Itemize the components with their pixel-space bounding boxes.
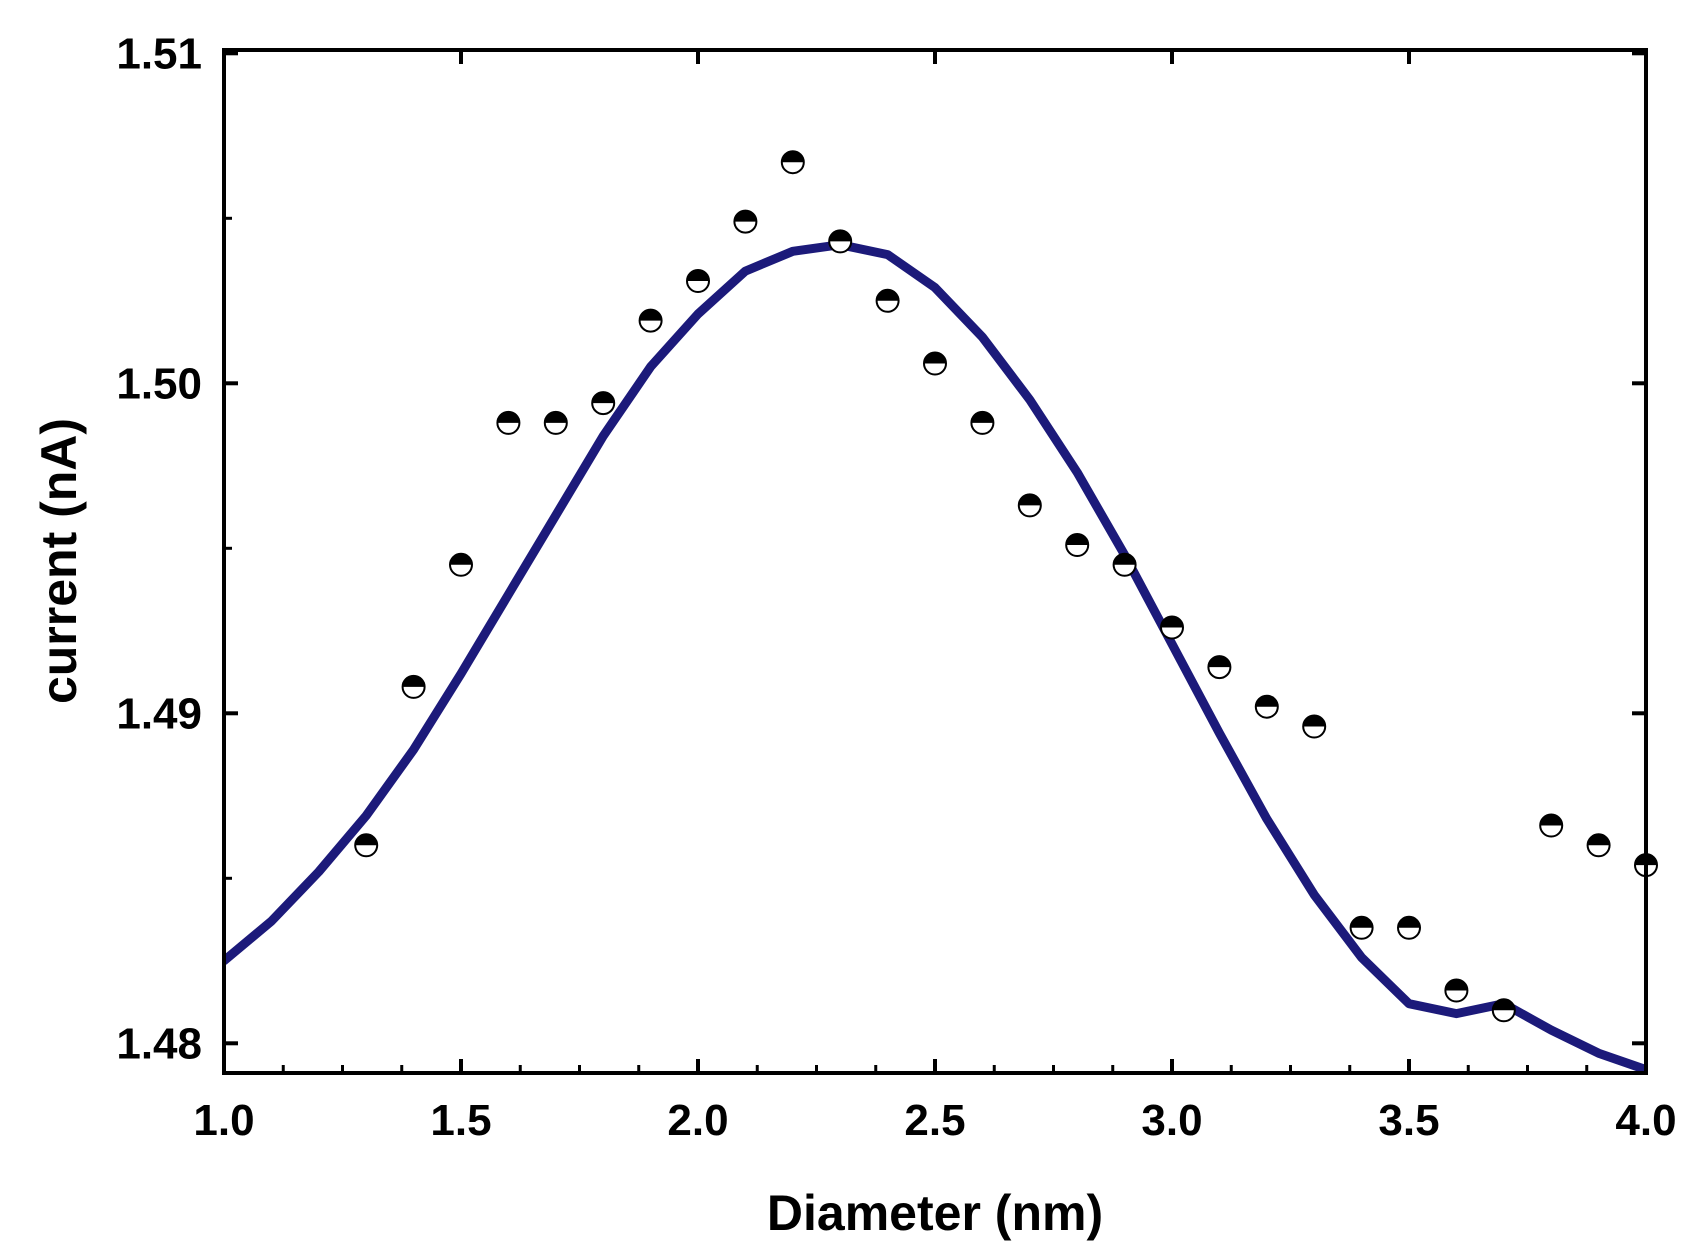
data-point xyxy=(1160,615,1184,640)
data-point xyxy=(1254,694,1279,719)
data-point xyxy=(1349,915,1374,940)
data-point xyxy=(875,288,900,313)
fit-curve xyxy=(224,240,1646,1073)
data-point xyxy=(970,410,995,435)
data-point xyxy=(1491,998,1516,1023)
data-point xyxy=(733,209,758,234)
plot-frame xyxy=(222,48,1648,1075)
data-point xyxy=(1444,978,1469,1003)
y-tick-label: 1.51 xyxy=(116,29,202,78)
x-tick-label: 1.5 xyxy=(430,1096,491,1145)
data-point xyxy=(1302,714,1327,739)
data-point xyxy=(401,674,426,699)
data-point xyxy=(1207,655,1232,680)
data-point xyxy=(449,552,473,577)
data-point xyxy=(1017,493,1042,518)
y-tick-label: 1.48 xyxy=(116,1019,202,1068)
data-point xyxy=(1112,552,1137,577)
data-point xyxy=(543,410,568,435)
data-point xyxy=(1586,833,1611,858)
data-point xyxy=(923,351,947,376)
y-tick-label: 1.49 xyxy=(116,689,202,738)
y-tick-label: 1.50 xyxy=(116,359,202,408)
x-tick-label: 4.0 xyxy=(1615,1096,1676,1145)
data-point xyxy=(1539,813,1564,838)
data-point xyxy=(591,391,616,416)
y-axis-title: current (nA) xyxy=(31,418,87,704)
data-point xyxy=(686,269,710,293)
x-tick-label: 1.0 xyxy=(193,1096,254,1145)
data-point xyxy=(354,833,379,858)
x-tick-label: 2.0 xyxy=(667,1096,728,1145)
data-point xyxy=(1065,533,1090,557)
x-tick-label: 3.5 xyxy=(1378,1096,1439,1145)
x-tick-label: 2.5 xyxy=(904,1096,965,1145)
data-point xyxy=(780,150,805,175)
x-tick-label: 3.0 xyxy=(1141,1096,1202,1145)
data-point xyxy=(1397,915,1421,940)
x-axis-title: Diameter (nm) xyxy=(767,1185,1103,1241)
data-point xyxy=(638,308,663,333)
data-point xyxy=(828,229,853,254)
data-point xyxy=(496,410,521,435)
